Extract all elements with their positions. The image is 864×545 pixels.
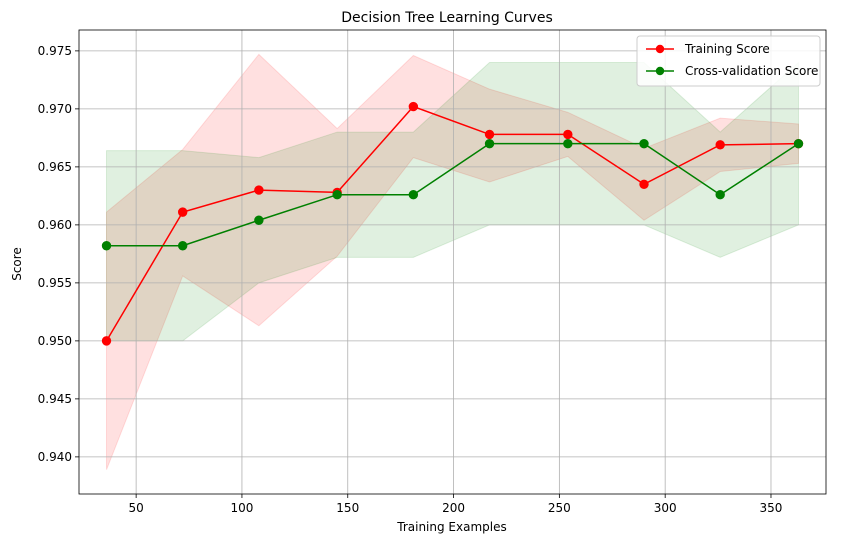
data-point-cross-validation [254, 215, 264, 225]
y-tick-label: 0.940 [38, 450, 72, 464]
data-point-cross-validation [639, 138, 649, 149]
x-tick-label: 150 [336, 501, 359, 515]
y-axis-title: Score [10, 247, 24, 281]
y-tick-label: 0.965 [38, 160, 72, 174]
data-point-cross-validation [177, 241, 188, 251]
data-point-training [254, 185, 264, 195]
data-point-training [639, 179, 649, 189]
series-points [101, 101, 804, 346]
data-point-training [177, 207, 188, 217]
y-tick-label: 0.960 [38, 218, 72, 232]
x-tick-label: 50 [128, 501, 143, 515]
data-point-cross-validation [715, 190, 725, 200]
data-point-training [715, 140, 725, 150]
plot-frame [78, 29, 827, 495]
data-point-cross-validation [332, 190, 342, 200]
y-tick-label: 0.950 [38, 334, 72, 348]
grid-lines [79, 30, 826, 494]
data-point-training [484, 129, 495, 140]
data-point-cross-validation [408, 190, 419, 200]
data-point-training [408, 101, 419, 112]
chart-title: Decision Tree Learning Curves [341, 10, 553, 26]
legend-marker-cross-validation [655, 66, 665, 76]
data-point-cross-validation [101, 241, 112, 251]
x-tick-label: 350 [760, 501, 783, 515]
legend-label-training: Training Score [684, 42, 770, 56]
series-line-training [105, 105, 799, 342]
x-tick-label: 200 [442, 501, 465, 515]
confidence-band-training [106, 53, 799, 470]
data-point-cross-validation [563, 138, 573, 149]
data-point-cross-validation [484, 138, 495, 149]
legend: Training Score Cross-validation Score [636, 35, 821, 87]
legend-label-cross-validation: Cross-validation Score [685, 64, 818, 78]
data-point-training [563, 129, 573, 140]
y-tick-label: 0.945 [38, 392, 72, 406]
x-tick-label: 250 [548, 501, 571, 515]
y-tick-label: 0.970 [38, 102, 72, 116]
x-axis-title: Training Examples [396, 520, 506, 534]
y-tick-label: 0.955 [38, 276, 72, 290]
series-line-cross-validation [106, 142, 799, 247]
data-point-training [101, 336, 112, 346]
data-point-cross-validation [793, 138, 804, 149]
series-lines [105, 105, 799, 342]
legend-box [636, 35, 821, 87]
axis-ticks: 50 100 150 200 250 300 350 0.940 0.945 0.950 0.955… [38, 44, 783, 515]
x-tick-label: 300 [654, 501, 677, 515]
y-tick-label: 0.975 [38, 44, 72, 58]
x-tick-label: 100 [230, 501, 253, 515]
legend-marker-training [655, 44, 665, 54]
